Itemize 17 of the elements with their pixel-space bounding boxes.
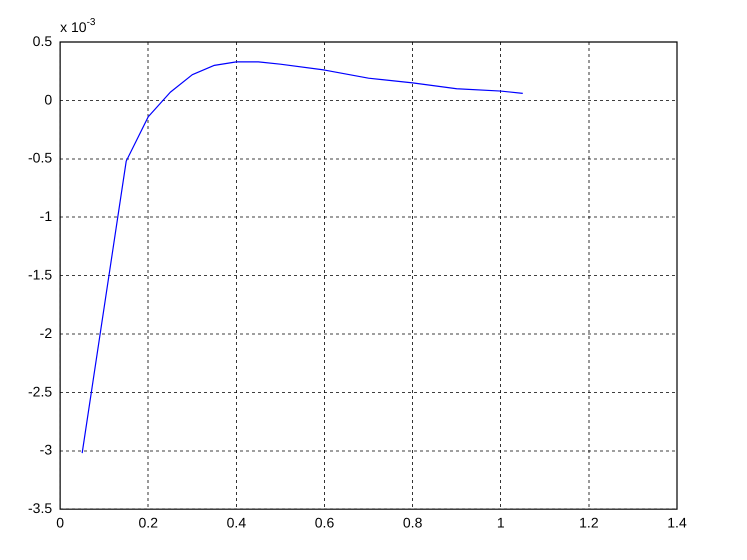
y-tick-label: 0 (44, 91, 52, 108)
x-tick-label: 0.4 (226, 514, 246, 530)
y-tick-label: -2.5 (28, 383, 52, 400)
x-tick-label: 1.4 (667, 514, 687, 530)
x-tick-label: 1 (496, 514, 505, 530)
x-tick-label: 0 (56, 514, 64, 530)
x-tick-label: 0.6 (314, 514, 334, 530)
y-tick-label: 0.5 (32, 32, 52, 49)
x-tick-label: 0.2 (138, 514, 158, 530)
y-tick-label: -0.5 (28, 150, 52, 166)
y-tick-label: -1.5 (28, 266, 52, 282)
y-tick-label: -1 (40, 208, 52, 224)
y-tick-label: -3.5 (28, 500, 52, 516)
y-tick-label: -2 (40, 324, 52, 341)
y-tick-label: -3 (40, 442, 52, 458)
x-tick-label: 0.8 (402, 514, 423, 530)
x-tick-label: 1.2 (579, 514, 599, 530)
